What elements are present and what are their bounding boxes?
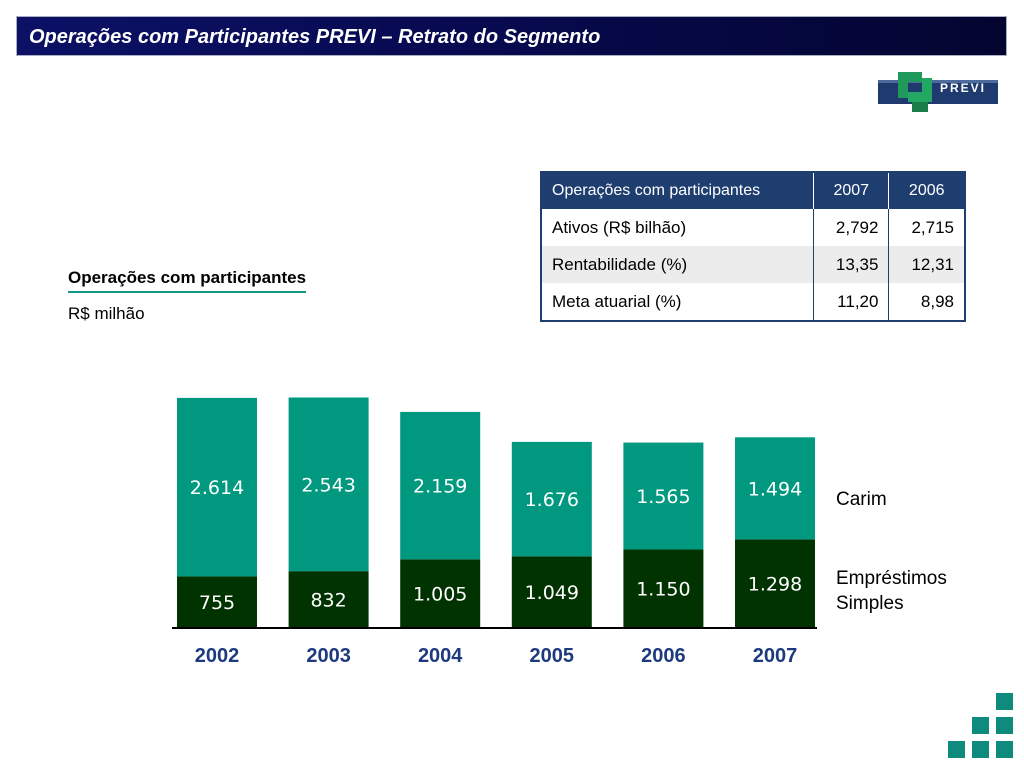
bar-label-carim-2006: 1.565: [636, 486, 690, 508]
operations-table: Operações com participantes 2007 2006 At…: [540, 171, 966, 322]
table-cell-2006: 8,98: [920, 291, 954, 311]
bar-label-carim-2007: 1.494: [748, 478, 802, 500]
bar-label-emprestimos-2006: 1.150: [636, 579, 690, 601]
bar-emprestimos-2003: [288, 571, 369, 628]
table-row: Meta atuarial (%) 11,20 8,98: [541, 283, 965, 321]
decorative-square-icon: [972, 741, 989, 758]
bar-label-emprestimos-2007: 1.298: [748, 574, 802, 596]
bar-label-carim-2003: 2.543: [301, 474, 355, 496]
x-tick-label-2007: 2007: [753, 645, 798, 667]
table-header-2007: 2007: [813, 172, 890, 209]
bar-carim-2006: [623, 442, 704, 550]
table-cell-2006: 12,31: [888, 246, 965, 283]
x-tick-label-2004: 2004: [418, 645, 463, 667]
decorative-square-icon: [996, 741, 1013, 758]
table-row: Rentabilidade (%) 13,35 12,31: [541, 246, 965, 283]
bar-label-carim-2005: 1.676: [525, 489, 579, 511]
bar-carim-2003: [288, 397, 369, 572]
bar-carim-2004: [400, 411, 481, 560]
legend-carim: Carim: [836, 489, 887, 510]
table-row-label: Ativos (R$ bilhão): [541, 209, 815, 246]
decorative-square-icon: [996, 693, 1013, 710]
x-tick-label-2002: 2002: [195, 645, 240, 667]
x-tick-label-2006: 2006: [641, 645, 686, 667]
x-tick-label-2005: 2005: [530, 645, 575, 667]
bar-carim-2005: [511, 441, 592, 557]
table-cell-2007: 11,20: [813, 283, 890, 321]
page-title: Operações com Participantes PREVI – Retr…: [29, 26, 601, 48]
table-row: Ativos (R$ bilhão) 2,792 2,715: [541, 209, 965, 246]
x-tick-label-2003: 2003: [306, 645, 351, 667]
decorative-square-icon: [972, 717, 989, 734]
bar-carim-2007: [735, 437, 815, 540]
bar-emprestimos-2004: [400, 559, 481, 628]
table-row-label: Meta atuarial (%): [541, 283, 815, 321]
table-cell-2007: 2,792: [813, 209, 890, 246]
bar-label-emprestimos-2004: 1.005: [413, 584, 467, 606]
logo-text: PREVI: [940, 81, 987, 95]
bar-label-carim-2002: 2.614: [190, 477, 244, 499]
bar-label-carim-2004: 2.159: [413, 476, 467, 498]
bar-emprestimos-2007: [735, 539, 815, 628]
table-cell-2007: 13,35: [813, 246, 890, 283]
table-cell-2006: 2,715: [911, 217, 954, 237]
decorative-square-icon: [996, 717, 1013, 734]
previ-logo-icon: [878, 72, 998, 112]
bar-label-emprestimos-2005: 1.049: [525, 582, 579, 604]
chart-subtitle: R$ milhão: [68, 304, 145, 323]
table-header-2006: 2006: [888, 172, 965, 209]
table-row-label: Rentabilidade (%): [541, 246, 815, 283]
title-bar: Operações com Participantes PREVI – Retr…: [16, 16, 1007, 56]
bar-label-emprestimos-2002: 755: [199, 592, 235, 614]
table-header-label: Operações com participantes: [541, 172, 815, 209]
bar-emprestimos-2005: [511, 556, 592, 628]
bar-carim-2002: [177, 397, 257, 577]
bar-emprestimos-2002: [177, 576, 257, 628]
legend-emprestimos-simples: Empréstimos Simples: [836, 568, 947, 614]
table-header-row: Operações com participantes 2007 2006: [541, 172, 965, 209]
bar-emprestimos-2006: [623, 549, 704, 628]
decorative-square-icon: [948, 741, 965, 758]
chart-title: Operações com participantes: [68, 268, 307, 293]
bar-label-emprestimos-2003: 832: [310, 590, 346, 612]
